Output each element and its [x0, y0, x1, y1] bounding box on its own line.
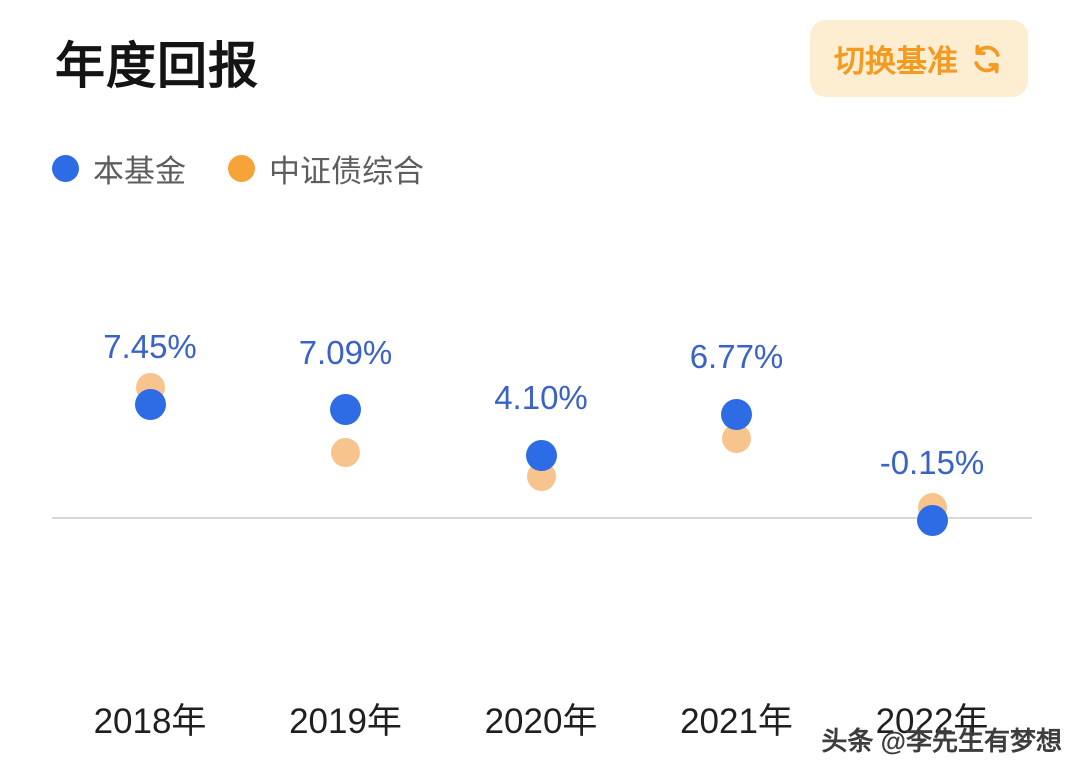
page-title: 年度回报 — [55, 38, 259, 94]
x-axis-label: 2021年 — [680, 702, 793, 741]
fund-legend-label: 本基金 — [93, 154, 186, 189]
benchmark-legend-label: 中证债综合 — [269, 154, 424, 189]
x-axis-label: 2020年 — [484, 702, 598, 741]
value-label: 7.45% — [103, 328, 197, 365]
watermark: 头条 @李先生有梦想 — [821, 726, 1062, 756]
value-label: 7.09% — [298, 333, 393, 371]
refresh-icon — [974, 44, 1000, 73]
x-axis-label: 2022年 — [875, 702, 989, 741]
switch-benchmark-button[interactable]: 切换基准 — [810, 20, 1028, 97]
x-axis-label: 2019年 — [289, 702, 402, 741]
value-label: 6.77% — [689, 338, 784, 376]
zero-baseline — [52, 517, 1032, 519]
switch-benchmark-label: 切换基准 — [834, 44, 958, 79]
chart-legend: 本基金 中证债综合 — [52, 146, 424, 191]
value-label: -0.15% — [879, 444, 985, 482]
legend-item-benchmark: 中证债综合 — [228, 146, 424, 191]
fund-dot — [525, 439, 557, 471]
legend-item-fund: 本基金 — [52, 146, 186, 191]
benchmark-dot — [331, 437, 360, 467]
benchmark-legend-dot — [228, 155, 255, 182]
fund-dot — [134, 388, 166, 420]
fund-dot — [916, 504, 948, 536]
fund-legend-dot — [52, 155, 79, 182]
value-label: 4.10% — [494, 379, 588, 417]
x-axis-label: 2018年 — [93, 702, 207, 741]
fund-dot — [330, 394, 361, 426]
fund-dot — [721, 398, 752, 430]
